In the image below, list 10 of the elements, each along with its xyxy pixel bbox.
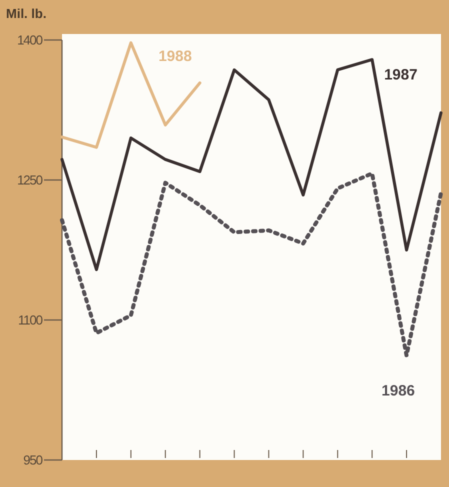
y-axis-title: Mil. lb.: [6, 6, 46, 21]
series-label: 1987: [384, 66, 418, 84]
line-series: [60, 41, 202, 149]
y-tick-label: 1100: [18, 312, 43, 328]
series-label: 1986: [382, 382, 415, 400]
series-label: 1988: [158, 48, 192, 65]
line-series: [60, 171, 443, 358]
y-tick-label: 1400: [17, 32, 43, 48]
y-tick-label: 950: [23, 452, 43, 468]
y-tick-label: 1250: [17, 172, 43, 188]
